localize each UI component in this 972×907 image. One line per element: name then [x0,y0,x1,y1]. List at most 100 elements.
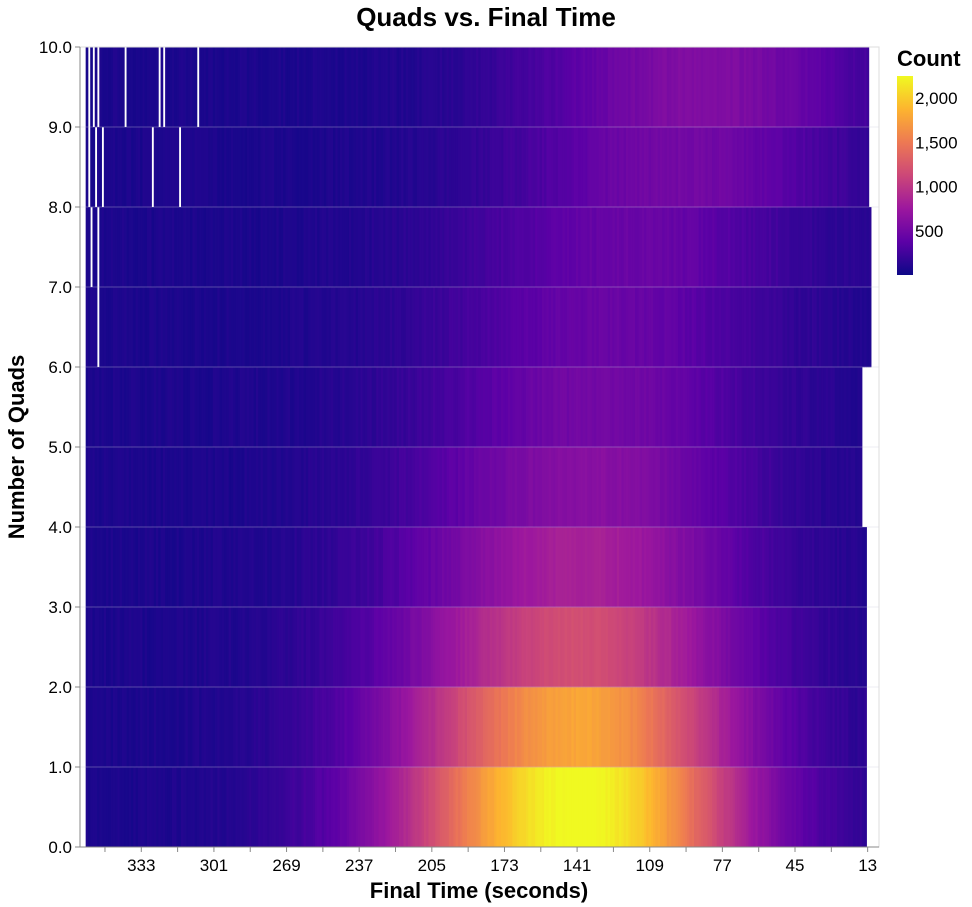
heatmap-cell [655,447,659,528]
x-tick-label: 141 [563,856,591,875]
heatmap-cell [739,207,743,288]
heatmap-cell [446,207,450,288]
heatmap-cell [240,47,243,128]
heatmap-cell [451,527,454,608]
legend-tick-label: 2,000 [915,89,958,108]
heatmap-cell [181,207,184,288]
heatmap-cell [607,447,611,528]
y-tick-label: 6.0 [48,358,72,377]
heatmap-cell [707,207,711,288]
heatmap-cell [494,447,497,528]
heatmap-cell [848,527,852,608]
heatmap-cell [514,47,518,128]
heatmap-cell [165,367,168,448]
heatmap-cell [684,767,688,848]
heatmap-cell [728,607,731,688]
heatmap-cell [153,447,157,528]
heatmap-cell [485,127,488,208]
heatmap-cell [807,447,811,528]
heatmap-cell [251,527,255,608]
heatmap-cell [814,527,817,608]
heatmap-cell [369,767,373,848]
heatmap-cell [598,127,602,208]
heatmap-cell [255,447,259,528]
heatmap-cell [301,287,304,368]
heatmap-cell [800,127,804,208]
heatmap-cell [762,127,765,208]
heatmap-cell [666,447,670,528]
heatmap-cell [671,367,674,448]
heatmap-cell [367,367,370,448]
heatmap-cell [816,367,820,448]
heatmap-cell [364,287,368,368]
heatmap-cell [480,767,484,848]
heatmap-cell [92,767,96,848]
heatmap-cell [385,447,388,528]
heatmap-cell [816,207,820,288]
heatmap-cell [358,127,361,208]
heatmap-cell [605,527,609,608]
heatmap-cell [680,687,684,768]
heatmap-cell [414,367,418,448]
heatmap-cell [487,447,491,528]
heatmap-cell [482,767,486,848]
heatmap-cell [430,207,434,288]
heatmap-cell [342,607,345,688]
heatmap-cell [532,447,536,528]
heatmap-cell [396,367,400,448]
heatmap-cell [623,767,627,848]
heatmap-cell [544,367,547,448]
heatmap-cell [716,207,720,288]
heatmap-cell [539,47,543,128]
heatmap-cell [244,607,248,688]
heatmap-cell [680,127,684,208]
heatmap-cell [244,47,248,128]
heatmap-cell [780,47,783,128]
heatmap-cell [827,207,831,288]
heatmap-cell [680,447,684,528]
heatmap-cell [478,207,482,288]
heatmap-cell [296,47,300,128]
heatmap-cell [526,127,529,208]
heatmap-cell [460,527,463,608]
heatmap-cell [510,447,513,528]
heatmap-cell [289,287,293,368]
heatmap-cell [467,367,470,448]
heatmap-cell [171,767,175,848]
heatmap-cell [678,47,681,128]
heatmap-cell [371,607,375,688]
heatmap-cell [503,367,506,448]
heatmap-cell [258,287,261,368]
heatmap-cell [185,47,189,128]
heatmap-cell [759,447,763,528]
heatmap-cell [421,127,425,208]
heatmap-cell [219,767,223,848]
heatmap-cell [771,207,774,288]
heatmap-cell [662,127,665,208]
heatmap-cell [212,527,216,608]
heatmap-cell [135,767,139,848]
heatmap-cell [671,207,674,288]
heatmap-cell [464,287,468,368]
heatmap-cell [412,527,416,608]
heatmap-cell [796,527,799,608]
heatmap-cell [192,127,196,208]
heatmap-cell [353,127,357,208]
heatmap-cell [612,767,615,848]
heatmap-cell [555,287,559,368]
heatmap-cell [319,767,323,848]
heatmap-cell [280,287,284,368]
heatmap-cell [827,47,831,128]
heatmap-cell [489,207,493,288]
heatmap-cell [764,687,768,768]
heatmap-cell [348,527,352,608]
heatmap-cell [728,287,731,368]
heatmap-cell [723,767,727,848]
heatmap-cell [283,47,286,128]
heatmap-cell [260,527,264,608]
heatmap-cell [623,287,627,368]
heatmap-cell [585,447,588,528]
heatmap-cell [246,687,250,768]
heatmap-cell [242,287,245,368]
